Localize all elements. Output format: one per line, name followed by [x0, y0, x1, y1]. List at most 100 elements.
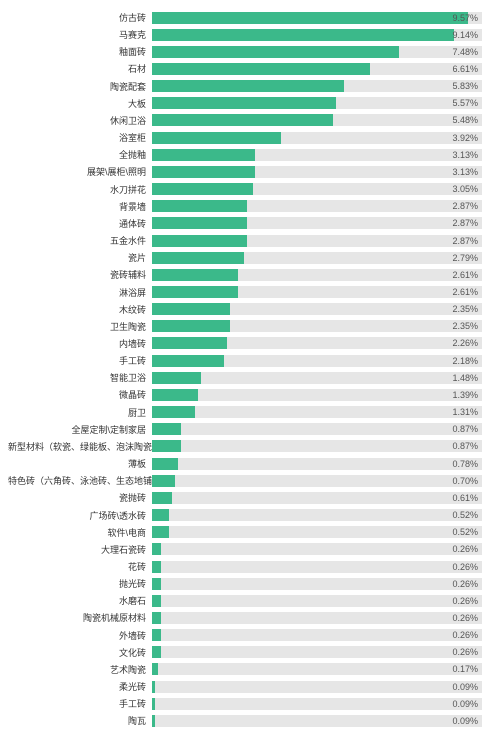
- chart-row: 陶瓷配套 5.83%: [8, 79, 482, 94]
- bar-fill: [152, 543, 161, 555]
- category-label: 外墙砖: [8, 629, 152, 642]
- value-label: 0.78%: [452, 458, 478, 470]
- bar-fill: [152, 526, 169, 538]
- bar-track: 0.09%: [152, 681, 482, 693]
- category-label: 木纹砖: [8, 303, 152, 316]
- bar-fill: [152, 646, 161, 658]
- chart-row: 通体砖2.87%: [8, 216, 482, 231]
- value-label: 3.13%: [452, 149, 478, 161]
- chart-row: 瓷片2.79%: [8, 250, 482, 265]
- bar-fill: [152, 217, 247, 229]
- bar-fill: [152, 252, 244, 264]
- bar-track: 2.61%: [152, 286, 482, 298]
- value-label: 0.26%: [452, 543, 478, 555]
- chart-row: 休闲卫浴5.48%: [8, 113, 482, 128]
- bar-fill: [152, 612, 161, 624]
- bar-fill: [152, 286, 238, 298]
- chart-row: 背景墙 2.87%: [8, 199, 482, 214]
- bar-track: 1.31%: [152, 406, 482, 418]
- chart-row: 五金水件2.87%: [8, 233, 482, 248]
- bar-track: 0.09%: [152, 715, 482, 727]
- bar-fill: [152, 235, 247, 247]
- bar-track: 0.87%: [152, 440, 482, 452]
- chart-row: 微晶砖 1.39%: [8, 387, 482, 402]
- bar-fill: [152, 166, 255, 178]
- chart-row: 柔光砖0.09%: [8, 679, 482, 694]
- chart-row: 大理石瓷砖 0.26%: [8, 542, 482, 557]
- chart-row: 水磨石 0.26%: [8, 593, 482, 608]
- category-label: 新型材料（软瓷、绿能板、泡沫陶瓷等）: [8, 440, 152, 453]
- category-label: 卫生陶瓷: [8, 320, 152, 333]
- bar-fill: [152, 423, 181, 435]
- value-label: 1.39%: [452, 389, 478, 401]
- bar-fill: [152, 578, 161, 590]
- value-label: 5.57%: [452, 97, 478, 109]
- value-label: 0.26%: [452, 612, 478, 624]
- value-label: 5.83%: [452, 80, 478, 92]
- value-label: 0.09%: [452, 715, 478, 727]
- value-label: 0.26%: [452, 595, 478, 607]
- category-label: 手工砖: [8, 354, 152, 367]
- chart-row: 文化砖0.26%: [8, 645, 482, 660]
- category-label: 大理石瓷砖: [8, 543, 152, 556]
- value-label: 0.70%: [452, 475, 478, 487]
- chart-row: 薄板0.78%: [8, 456, 482, 471]
- value-label: 5.48%: [452, 114, 478, 126]
- chart-row: 特色砖（六角砖、泳池砖、生态地铺石等）0.70%: [8, 473, 482, 488]
- category-label: 微晶砖: [8, 388, 152, 401]
- bar-track: 0.52%: [152, 526, 482, 538]
- chart-row: 陶瓷机械原材料0.26%: [8, 610, 482, 625]
- category-label: 瓷砖辅料: [8, 268, 152, 281]
- bar-fill: [152, 509, 169, 521]
- value-label: 2.35%: [452, 320, 478, 332]
- category-label: 艺术陶瓷: [8, 663, 152, 676]
- bar-fill: [152, 132, 281, 144]
- category-label: 淋浴屏: [8, 286, 152, 299]
- chart-row: 卫生陶瓷 2.35%: [8, 319, 482, 334]
- value-label: 2.87%: [452, 200, 478, 212]
- category-label: 水磨石: [8, 594, 152, 607]
- bar-track: 3.05%: [152, 183, 482, 195]
- category-label: 全屋定制\定制家居: [8, 423, 152, 436]
- value-label: 1.31%: [452, 406, 478, 418]
- value-label: 0.52%: [452, 526, 478, 538]
- bar-track: 3.92%: [152, 132, 482, 144]
- bar-fill: [152, 698, 155, 710]
- bar-track: 9.57%: [152, 12, 482, 24]
- category-label: 手工砖: [8, 697, 152, 710]
- category-label: 陶瓦: [8, 714, 152, 727]
- category-label: 抛光砖: [8, 577, 152, 590]
- chart-row: 软件\电商0.52%: [8, 525, 482, 540]
- bar-fill: [152, 114, 333, 126]
- category-label: 花砖: [8, 560, 152, 573]
- bar-fill: [152, 458, 178, 470]
- category-label: 智能卫浴: [8, 371, 152, 384]
- chart-row: 水刀拼花3.05%: [8, 182, 482, 197]
- chart-row: 智能卫浴 1.48%: [8, 370, 482, 385]
- category-label: 水刀拼花: [8, 183, 152, 196]
- category-label: 瓷片: [8, 251, 152, 264]
- value-label: 9.57%: [452, 12, 478, 24]
- chart-row: 釉面砖7.48%: [8, 44, 482, 59]
- bar-track: 5.83%: [152, 80, 482, 92]
- bar-fill: [152, 561, 161, 573]
- chart-row: 木纹砖2.35%: [8, 302, 482, 317]
- chart-row: 新型材料（软瓷、绿能板、泡沫陶瓷等）0.87%: [8, 439, 482, 454]
- bar-track: 2.26%: [152, 337, 482, 349]
- value-label: 0.52%: [452, 509, 478, 521]
- value-label: 1.48%: [452, 372, 478, 384]
- category-label: 陶瓷配套: [8, 80, 152, 93]
- value-label: 0.26%: [452, 578, 478, 590]
- bar-track: 2.61%: [152, 269, 482, 281]
- chart-row: 手工砖 0.09%: [8, 696, 482, 711]
- value-label: 2.87%: [452, 217, 478, 229]
- bar-fill: [152, 440, 181, 452]
- category-label: 背景墙: [8, 200, 152, 213]
- bar-fill: [152, 475, 175, 487]
- horizontal-bar-chart: 仿古砖9.57%马赛克9.14%釉面砖7.48%石材6.61%陶瓷配套5.83%…: [0, 0, 500, 739]
- value-label: 0.09%: [452, 698, 478, 710]
- bar-fill: [152, 183, 253, 195]
- bar-fill: [152, 200, 247, 212]
- value-label: 2.61%: [452, 286, 478, 298]
- value-label: 0.26%: [452, 646, 478, 658]
